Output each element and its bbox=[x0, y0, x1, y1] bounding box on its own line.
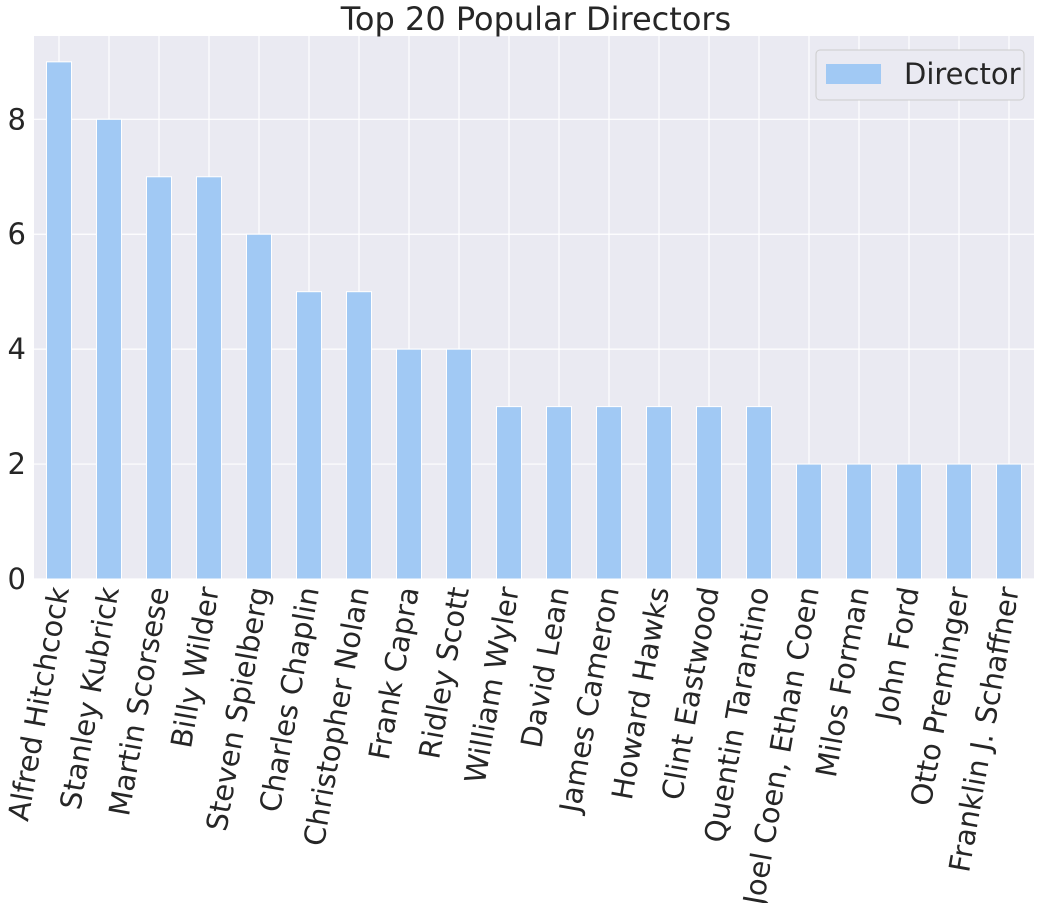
bar bbox=[146, 176, 172, 580]
bar bbox=[296, 291, 322, 580]
bar bbox=[746, 406, 772, 580]
bar bbox=[96, 118, 122, 580]
bar bbox=[446, 348, 472, 580]
legend: Director bbox=[815, 49, 1025, 101]
bar bbox=[946, 463, 972, 580]
y-axis-ticks: 0 2 4 6 8 bbox=[8, 102, 26, 596]
bar bbox=[796, 463, 822, 580]
bar bbox=[996, 463, 1022, 580]
bar bbox=[546, 406, 572, 580]
bar bbox=[346, 291, 372, 580]
legend-label: Director bbox=[904, 57, 1021, 91]
bar bbox=[46, 61, 72, 580]
y-tick-label: 6 bbox=[8, 217, 26, 251]
y-tick-label: 0 bbox=[8, 562, 26, 596]
bar bbox=[646, 406, 672, 580]
y-tick-label: 4 bbox=[8, 332, 26, 366]
bar bbox=[896, 463, 922, 580]
legend-swatch bbox=[826, 64, 881, 84]
chart-title: Top 20 Popular Directors bbox=[340, 0, 731, 38]
plot-background bbox=[34, 36, 1034, 579]
y-tick-label: 2 bbox=[8, 447, 26, 481]
x-tick-label: John Ford bbox=[869, 584, 926, 725]
bar bbox=[246, 233, 272, 580]
y-tick-label: 8 bbox=[8, 102, 26, 136]
bar bbox=[196, 176, 222, 580]
bars bbox=[46, 61, 1022, 580]
bar bbox=[396, 348, 422, 580]
bar bbox=[696, 406, 722, 580]
legend-frame bbox=[815, 49, 1025, 101]
bar bbox=[596, 406, 622, 580]
bar bbox=[846, 463, 872, 580]
bar bbox=[496, 406, 522, 580]
